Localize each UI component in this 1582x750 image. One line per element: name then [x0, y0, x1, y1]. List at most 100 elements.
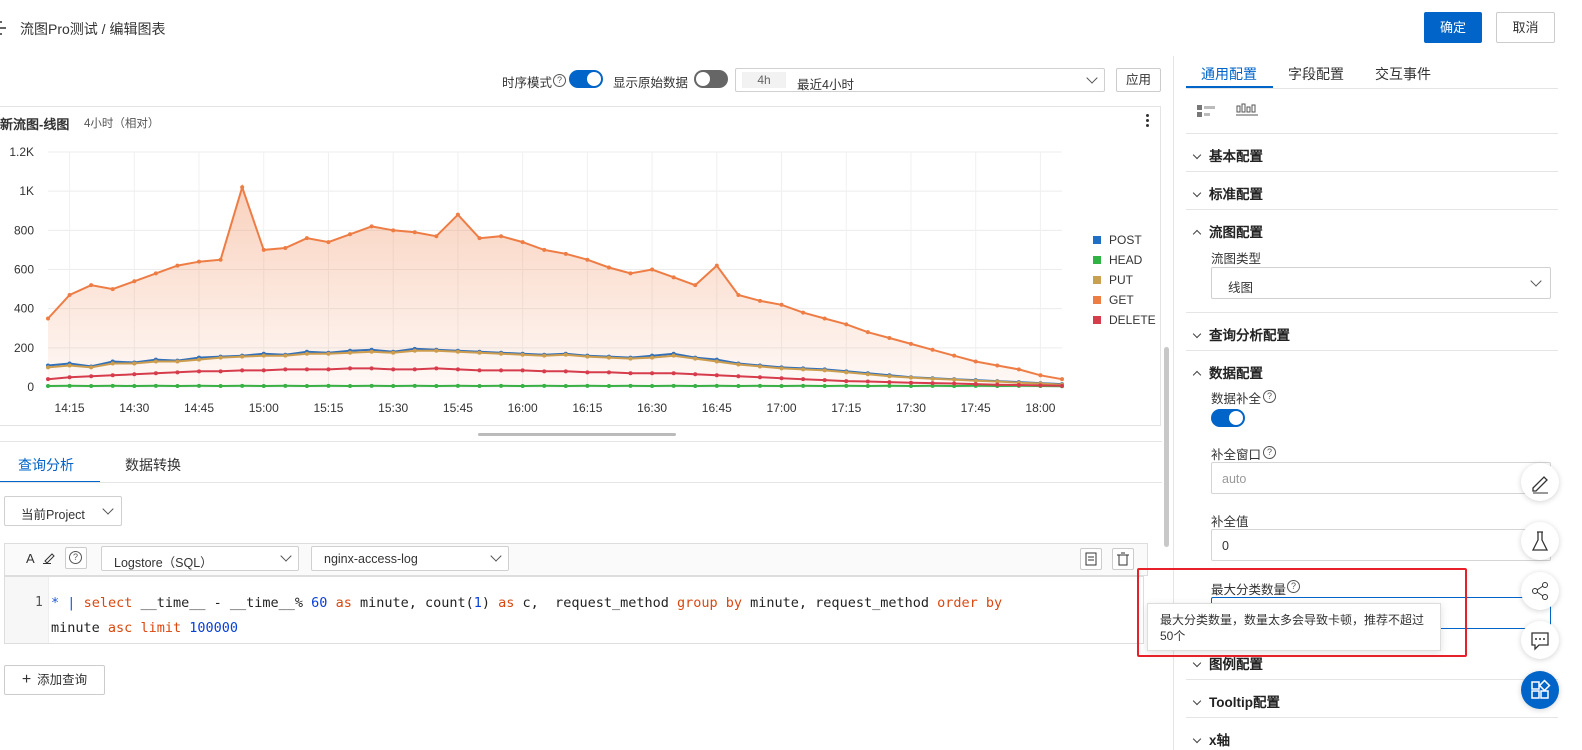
data-point-get	[369, 224, 374, 229]
back-arrow-icon[interactable]	[0, 18, 10, 38]
data-point-delete	[455, 367, 460, 372]
legend-label: POST	[1109, 233, 1142, 247]
legend-swatch	[1093, 276, 1101, 284]
data-point-delete	[326, 367, 331, 372]
flask-icon	[1531, 531, 1549, 551]
x-tick-label: 16:15	[572, 401, 602, 415]
tab-field-config[interactable]: 字段配置	[1288, 66, 1344, 82]
data-point-delete	[499, 368, 504, 373]
legend-swatch	[1093, 256, 1101, 264]
toggle-knob	[1229, 411, 1243, 425]
legend-swatch	[1093, 316, 1101, 324]
data-point-delete	[779, 376, 784, 381]
series-line-delete	[47, 367, 1063, 387]
section-data-config[interactable]: 数据配置	[1192, 362, 1263, 382]
data-point-delete	[261, 368, 266, 373]
data-point-delete	[563, 369, 568, 374]
logstore-name-select[interactable]: nginx-access-log	[311, 546, 509, 571]
section-x-axis[interactable]: x轴	[1192, 729, 1230, 749]
pane-divider	[1173, 56, 1174, 750]
chevron-down-icon	[1192, 188, 1202, 198]
fill-value-input[interactable]: 0	[1211, 529, 1551, 561]
data-point-delete	[628, 371, 633, 376]
flow-type-label: 流图类型	[1211, 252, 1262, 266]
x-tick-label: 17:00	[767, 401, 797, 415]
legend-item-get[interactable]: GET	[1093, 290, 1156, 310]
tab-data-transform[interactable]: 数据转换	[125, 457, 181, 473]
section-query-analysis-config[interactable]: 查询分析配置	[1192, 324, 1290, 344]
share-float-button[interactable]	[1521, 572, 1559, 610]
section-divider	[1186, 350, 1558, 351]
legend-item-put[interactable]: PUT	[1093, 270, 1156, 290]
fill-value-label: 补全值	[1211, 515, 1249, 529]
x-tick-label: 15:15	[313, 401, 343, 415]
legend-item-head[interactable]: HEAD	[1093, 250, 1156, 270]
section-legend-config[interactable]: 图例配置	[1192, 653, 1263, 673]
layout-icon[interactable]	[1196, 104, 1216, 118]
section-label: 查询分析配置	[1209, 328, 1290, 343]
help-icon[interactable]: ?	[1287, 580, 1300, 593]
legend-item-post[interactable]: POST	[1093, 230, 1156, 250]
font-format-icon[interactable]: A	[26, 551, 35, 566]
section-tooltip-config[interactable]: Tooltip配置	[1192, 691, 1280, 711]
data-point-delete	[1060, 383, 1064, 388]
data-point-delete	[89, 374, 94, 379]
resize-handle[interactable]	[478, 433, 676, 436]
tab-general-config[interactable]: 通用配置	[1201, 66, 1257, 82]
fill-data-toggle[interactable]	[1211, 409, 1245, 427]
more-options-icon[interactable]	[1144, 113, 1150, 129]
data-point-delete	[197, 369, 202, 374]
apps-float-button[interactable]	[1521, 671, 1559, 709]
tab-query-analysis[interactable]: 查询分析	[18, 457, 74, 473]
help-button[interactable]: ?	[65, 547, 87, 569]
section-flow-config[interactable]: 流图配置	[1192, 221, 1263, 241]
chevron-down-icon	[1192, 734, 1202, 744]
max-category-tooltip: 最大分类数量，数量太多会导致卡顿，推荐不超过50个	[1147, 603, 1441, 651]
cancel-button[interactable]: 取消	[1496, 12, 1555, 43]
logstore-type-select[interactable]: Logstore（SQL）	[101, 546, 299, 571]
legend-swatch	[1093, 296, 1101, 304]
lab-float-button[interactable]	[1521, 522, 1559, 560]
axis-config-icon[interactable]	[1236, 102, 1258, 118]
data-point-delete	[132, 372, 137, 377]
code-line-1: * | select __time__ - __time__% 60 as mi…	[51, 595, 1003, 611]
tab-interaction-events[interactable]: 交互事件	[1375, 66, 1431, 82]
section-basic-config[interactable]: 基本配置	[1192, 145, 1263, 165]
pencil-icon[interactable]	[43, 551, 55, 564]
data-point-delete	[650, 371, 655, 376]
vertical-scrollbar[interactable]	[1164, 347, 1169, 547]
data-point-delete	[391, 367, 396, 372]
data-point-get	[844, 322, 849, 327]
legend-item-delete[interactable]: DELETE	[1093, 310, 1156, 330]
fill-window-input[interactable]: auto	[1211, 462, 1551, 494]
flow-type-select[interactable]: 线图	[1211, 267, 1551, 299]
project-select[interactable]: 当前Project	[4, 496, 122, 526]
feedback-float-button[interactable]	[1521, 621, 1559, 659]
time-range-select[interactable]: 4h 最近4小时	[735, 68, 1105, 92]
data-point-get	[606, 265, 611, 270]
time-series-mode-toggle[interactable]	[569, 70, 603, 88]
legend-swatch	[1093, 236, 1101, 244]
section-standard-config[interactable]: 标准配置	[1192, 183, 1263, 203]
confirm-button[interactable]: 确定	[1424, 12, 1482, 43]
y-tick-label: 600	[14, 263, 34, 277]
x-tick-label: 15:45	[443, 401, 473, 415]
copy-button[interactable]	[1080, 548, 1102, 570]
help-icon[interactable]: ?	[553, 74, 566, 87]
help-icon[interactable]: ?	[1263, 390, 1276, 403]
add-query-button[interactable]: + 添加查询	[4, 665, 105, 695]
show-raw-data-label: 显示原始数据	[613, 76, 689, 90]
edit-float-button[interactable]	[1521, 463, 1559, 501]
apply-button[interactable]: 应用	[1116, 68, 1161, 92]
y-tick-label: 0	[27, 380, 34, 394]
query-editor[interactable]: 1 * | select __time__ - __time__% 60 as …	[4, 576, 1144, 644]
x-tick-label: 14:30	[119, 401, 149, 415]
data-point-delete	[110, 373, 115, 378]
data-point-get	[520, 240, 525, 245]
delete-button[interactable]	[1112, 548, 1134, 570]
toggle-knob	[696, 72, 710, 86]
legend-label: PUT	[1109, 273, 1133, 287]
data-point-get	[499, 234, 504, 239]
help-icon[interactable]: ?	[1263, 446, 1276, 459]
show-raw-data-toggle[interactable]	[694, 70, 728, 88]
